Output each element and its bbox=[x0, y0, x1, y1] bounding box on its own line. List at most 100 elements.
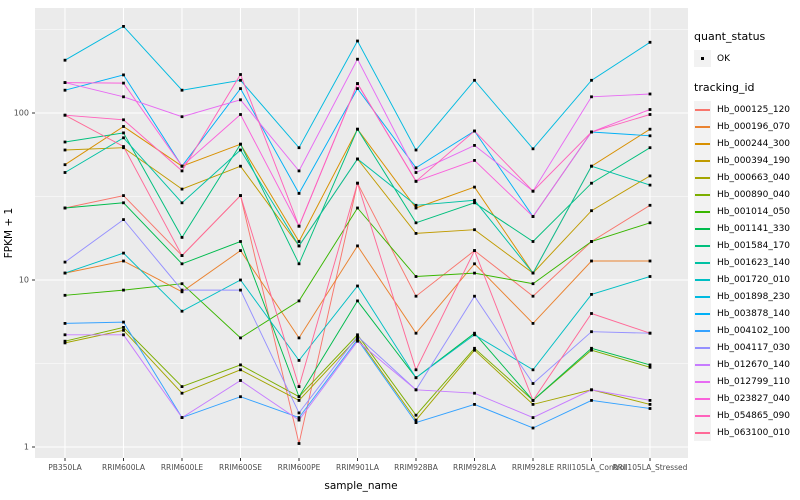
line-key-icon bbox=[694, 186, 711, 203]
data-point bbox=[648, 203, 652, 207]
data-point bbox=[63, 88, 67, 92]
line-key-icon bbox=[694, 237, 711, 254]
data-point bbox=[63, 206, 67, 210]
data-point bbox=[239, 87, 242, 90]
data-point bbox=[414, 418, 418, 422]
data-point bbox=[239, 368, 242, 372]
data-point bbox=[180, 187, 184, 191]
data-point bbox=[473, 129, 476, 133]
data-point bbox=[122, 73, 125, 77]
y-axis-title: FPKM + 1 bbox=[3, 208, 15, 258]
data-point bbox=[590, 209, 593, 213]
y-tick-label: 100 bbox=[14, 109, 29, 118]
data-point bbox=[590, 346, 593, 350]
data-point bbox=[122, 328, 125, 332]
data-point bbox=[531, 215, 535, 218]
legend-item-ok: OK bbox=[694, 50, 800, 67]
data-point bbox=[590, 330, 593, 334]
data-point bbox=[122, 259, 125, 263]
legend-item-Hb_003878_140: Hb_003878_140 bbox=[694, 305, 800, 322]
legend-item-label: Hb_001584_170 bbox=[717, 240, 791, 251]
data-point bbox=[356, 57, 359, 61]
legend-item-Hb_023827_040: Hb_023827_040 bbox=[694, 390, 800, 407]
data-point bbox=[356, 39, 359, 43]
data-point bbox=[297, 418, 301, 422]
data-point bbox=[414, 421, 418, 424]
data-point bbox=[122, 145, 125, 148]
data-point bbox=[239, 278, 242, 282]
data-point bbox=[648, 407, 652, 410]
data-point bbox=[63, 271, 67, 275]
legend-item-label: Hb_000663_040 bbox=[717, 172, 791, 183]
data-point bbox=[63, 333, 67, 337]
data-point bbox=[473, 249, 476, 252]
data-point bbox=[122, 218, 125, 221]
legend-item-Hb_001141_330: Hb_001141_330 bbox=[694, 220, 800, 237]
data-point bbox=[239, 379, 242, 382]
data-point bbox=[473, 185, 476, 189]
data-point bbox=[122, 81, 125, 85]
data-point bbox=[414, 166, 418, 170]
legend-item-Hb_004117_030: Hb_004117_030 bbox=[694, 339, 800, 356]
data-point bbox=[590, 95, 593, 99]
data-point bbox=[414, 203, 418, 207]
data-point bbox=[297, 240, 301, 243]
legend-item-Hb_063100_010: Hb_063100_010 bbox=[694, 424, 800, 441]
data-point bbox=[414, 179, 418, 183]
data-point bbox=[590, 312, 593, 315]
data-point bbox=[239, 363, 242, 367]
legend-item-label: Hb_012670_140 bbox=[717, 359, 791, 370]
data-point bbox=[473, 346, 476, 350]
data-point bbox=[648, 40, 652, 44]
data-point bbox=[648, 113, 652, 116]
data-point bbox=[414, 221, 418, 225]
data-point bbox=[180, 385, 184, 388]
legend-item-Hb_000125_120: Hb_000125_120 bbox=[694, 101, 800, 118]
data-point bbox=[473, 271, 476, 275]
data-point bbox=[590, 293, 593, 296]
data-point bbox=[239, 78, 242, 82]
data-point bbox=[414, 148, 418, 152]
data-point bbox=[590, 399, 593, 402]
data-point bbox=[239, 336, 242, 340]
data-point bbox=[122, 288, 125, 292]
line-key-icon bbox=[694, 424, 711, 441]
data-point bbox=[590, 240, 593, 243]
x-tick-label: RRIM901LA bbox=[336, 463, 380, 472]
data-point bbox=[63, 322, 67, 325]
data-point bbox=[531, 382, 535, 385]
data-point bbox=[473, 331, 476, 335]
data-point bbox=[590, 130, 593, 134]
legend-item-label: Hb_003878_140 bbox=[717, 308, 791, 319]
data-point bbox=[590, 78, 593, 82]
legend-item-label: Hb_001141_330 bbox=[717, 223, 791, 234]
data-point bbox=[297, 395, 301, 399]
data-point bbox=[531, 399, 535, 402]
data-point bbox=[590, 348, 593, 352]
legend-item-Hb_012670_140: Hb_012670_140 bbox=[694, 356, 800, 373]
data-point bbox=[180, 88, 184, 92]
data-point bbox=[180, 254, 184, 257]
data-point bbox=[63, 163, 67, 167]
data-point bbox=[531, 403, 535, 406]
data-point bbox=[356, 333, 359, 337]
data-point bbox=[122, 136, 125, 140]
data-point bbox=[356, 82, 359, 85]
data-point bbox=[122, 251, 125, 255]
data-point bbox=[122, 320, 125, 324]
data-point bbox=[180, 201, 184, 205]
data-point bbox=[531, 240, 535, 243]
data-point bbox=[473, 294, 476, 298]
line-key-icon bbox=[694, 135, 711, 152]
data-point bbox=[180, 416, 184, 419]
data-point bbox=[297, 336, 301, 340]
data-point bbox=[356, 284, 359, 288]
data-point bbox=[122, 25, 125, 28]
data-point bbox=[414, 171, 418, 174]
x-tick-label: RRII105LA_Control bbox=[557, 463, 627, 472]
data-point-markers bbox=[63, 25, 652, 445]
data-point bbox=[63, 81, 67, 84]
line-key-icon bbox=[694, 322, 711, 339]
data-point bbox=[356, 87, 359, 90]
line-key-icon bbox=[694, 390, 711, 407]
